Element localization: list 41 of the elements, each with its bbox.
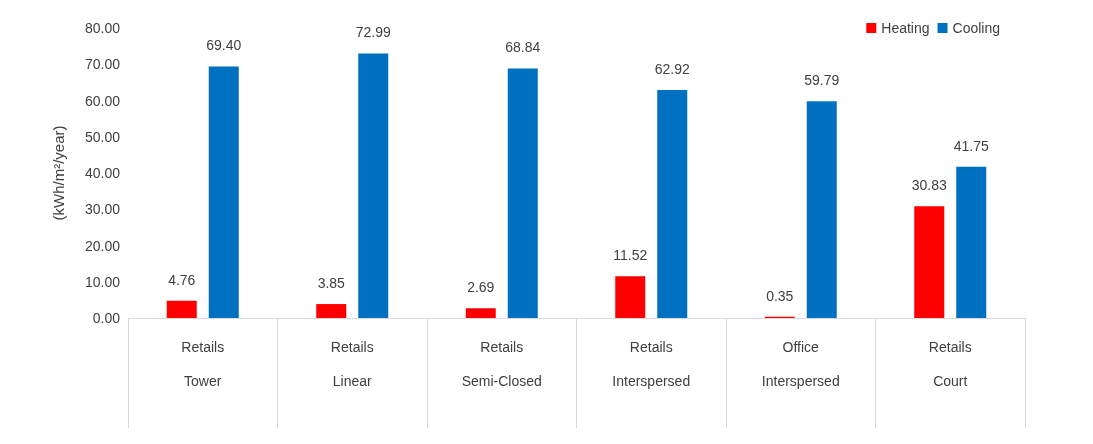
bar	[615, 276, 646, 318]
y-tick-label: 60.00	[84, 92, 121, 109]
bar	[507, 68, 538, 318]
data-label: 62.92	[654, 60, 690, 77]
data-label: 68.84	[505, 39, 541, 56]
y-tick-label: 40.00	[84, 165, 121, 181]
bar	[358, 53, 389, 318]
y-tick-label: 0.00	[92, 310, 121, 326]
bar	[956, 166, 987, 318]
category-label: Retails Court	[928, 339, 972, 389]
bar	[166, 300, 197, 318]
bar	[806, 101, 837, 318]
data-label: 30.83	[911, 177, 947, 194]
y-tick-label: 70.00	[84, 56, 121, 73]
category-label: Retails Interspersed	[612, 339, 691, 389]
bar	[316, 304, 347, 318]
y-tick-label: 20.00	[84, 237, 121, 254]
bar	[914, 206, 945, 318]
category-label: Retails Tower	[181, 339, 225, 389]
y-tick-label: 30.00	[84, 201, 121, 218]
data-label: 59.79	[804, 72, 840, 89]
y-tick-label: 10.00	[84, 273, 121, 290]
category-label: Retails Linear	[330, 339, 374, 389]
bar	[657, 89, 688, 318]
data-label: 11.52	[613, 247, 648, 264]
data-label: 41.75	[953, 137, 989, 154]
y-tick-label: 80.00	[84, 20, 121, 36]
data-label: 72.99	[355, 24, 391, 41]
category-label: Retails Semi-Closed	[461, 339, 542, 389]
data-label: 2.69	[467, 279, 495, 296]
data-label: 69.40	[206, 37, 242, 54]
category-label: Office Interspersed	[761, 339, 840, 389]
y-axis-title: (kWh/m²/year)	[50, 125, 67, 221]
bar	[208, 66, 239, 318]
legend-label: Heating	[881, 20, 930, 36]
legend-label: Cooling	[952, 20, 1001, 36]
y-tick-label: 50.00	[84, 128, 121, 145]
data-label: 3.85	[317, 275, 346, 292]
data-label: 0.35	[766, 287, 794, 304]
data-label: 4.76	[168, 271, 196, 288]
bar	[465, 308, 496, 318]
